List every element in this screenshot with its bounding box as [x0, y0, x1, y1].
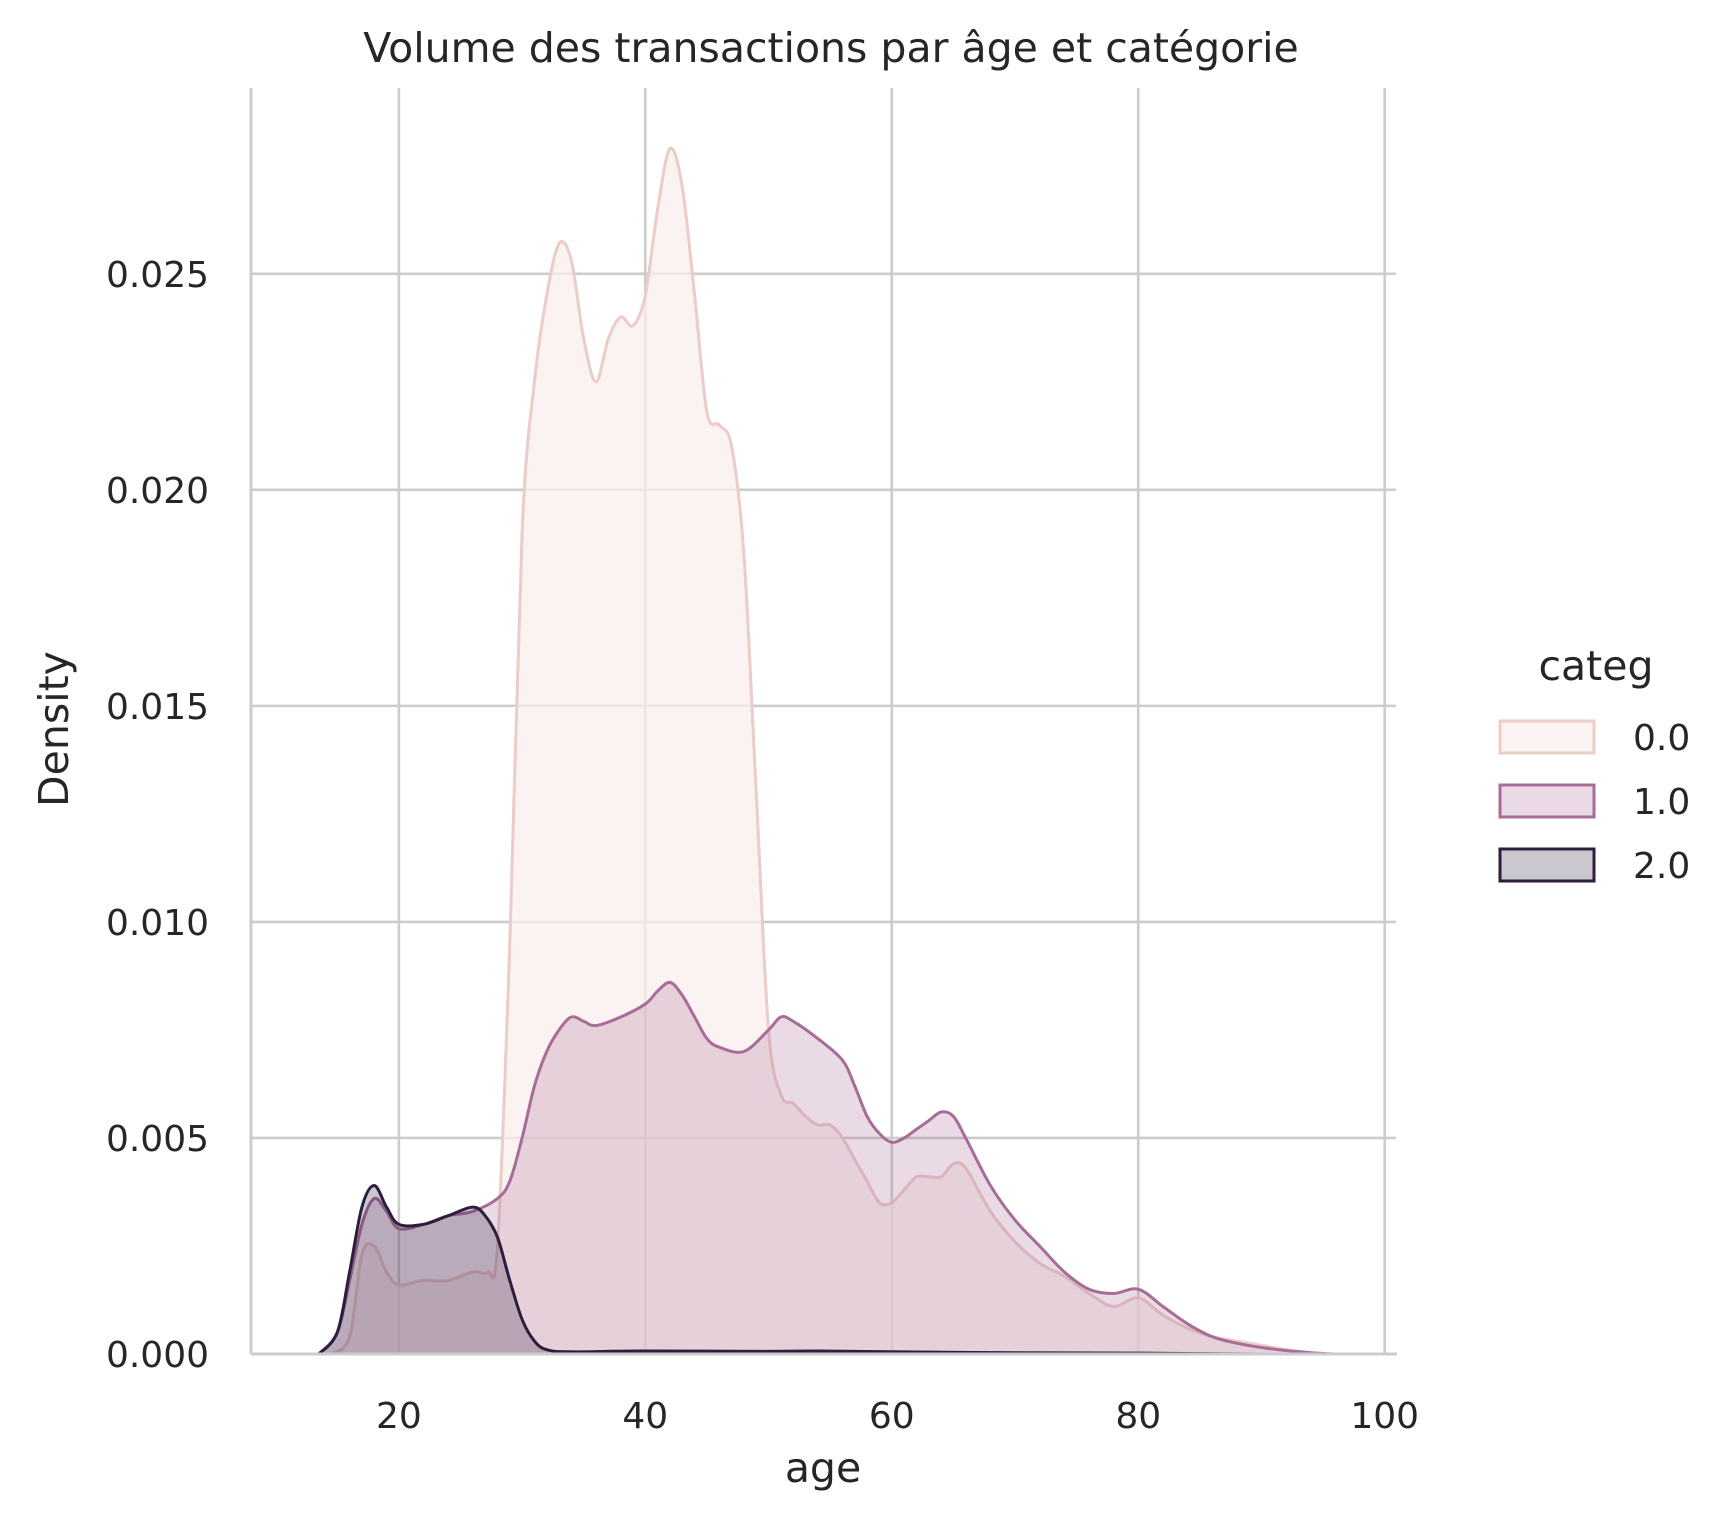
axes	[249, 88, 1397, 1356]
legend: categ 0.0 1.0 2.0	[1498, 642, 1690, 887]
density-area-2-0	[318, 1185, 1324, 1354]
x-tick-label: 40	[622, 1396, 668, 1437]
legend-label: 0.0	[1633, 718, 1690, 759]
legend-label: 2.0	[1633, 846, 1690, 887]
legend-item: 2.0	[1498, 846, 1690, 887]
y-tick-label: 0.000	[106, 1335, 209, 1376]
x-tick-label: 80	[1115, 1396, 1161, 1437]
x-axis-label: age	[785, 1444, 861, 1492]
legend-item: 1.0	[1498, 782, 1690, 823]
legend-label: 1.0	[1633, 782, 1690, 823]
y-tick-label: 0.010	[106, 903, 209, 944]
series-0-0	[330, 146, 1324, 1356]
series-2-0	[317, 1184, 1324, 1356]
x-tick-label: 100	[1350, 1396, 1419, 1437]
density-line-0-0	[330, 146, 1324, 1356]
y-tick-label: 0.020	[106, 471, 209, 512]
legend-title: categ	[1539, 642, 1654, 690]
x-tick-labels: 20 40 60 80 100	[376, 1396, 1419, 1437]
y-tick-label: 0.015	[106, 687, 209, 728]
density-line-1-0	[317, 980, 1336, 1356]
x-tick-label: 60	[869, 1396, 915, 1437]
legend-swatch	[1498, 783, 1596, 819]
legend-items: 0.0 1.0 2.0	[1498, 718, 1690, 887]
y-tick-labels: 0.000 0.005 0.010 0.015 0.020 0.025	[106, 255, 209, 1376]
density-line-2-0	[317, 1184, 1324, 1356]
y-tick-label: 0.005	[106, 1119, 209, 1160]
legend-swatch	[1498, 847, 1596, 883]
density-areas	[317, 146, 1336, 1356]
legend-swatch	[1498, 719, 1596, 755]
y-tick-label: 0.025	[106, 255, 209, 296]
chart-title: Volume des transactions par âge et catég…	[363, 24, 1299, 72]
x-tick-label: 20	[376, 1396, 422, 1437]
series-1-0	[317, 980, 1336, 1356]
density-area-1-0	[318, 982, 1336, 1354]
density-area-0-0	[331, 148, 1324, 1354]
y-axis-label: Density	[30, 651, 78, 807]
legend-item: 0.0	[1498, 718, 1690, 759]
